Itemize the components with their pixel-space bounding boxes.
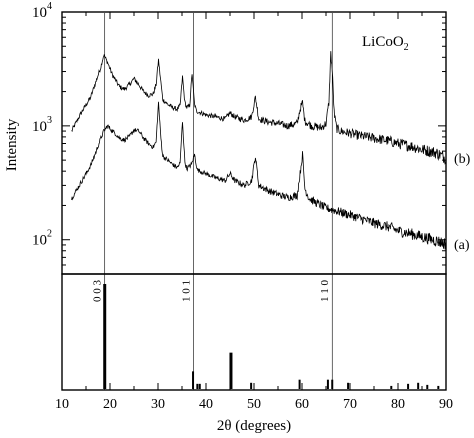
lower-panel-frame	[61, 273, 447, 391]
x-axis-tick-labels: 10 20 30 40 50 60 70 80 90	[55, 397, 453, 412]
annotation-main: LiCoO	[362, 34, 404, 50]
x-tick-label: 30	[151, 397, 165, 412]
series-label: (b)	[454, 152, 471, 167]
reference-lines	[104, 13, 333, 390]
x-tick-label: 50	[247, 397, 261, 412]
y-axis-label: Intensity	[4, 118, 20, 171]
annotation-subscript: 2	[404, 42, 409, 53]
y-tick-label: 104	[32, 1, 52, 21]
series-trace	[71, 51, 447, 165]
x-tick-label: 60	[295, 397, 309, 412]
y-axis-tick-labels: 102 103 104	[32, 1, 52, 249]
x-tick-label: 40	[199, 397, 213, 412]
reference-sticks	[103, 284, 440, 389]
y-axis-ticks	[62, 16, 446, 275]
series-label: (a)	[454, 238, 470, 253]
series-labels: (b) (a)	[454, 152, 471, 253]
x-tick-label: 90	[439, 397, 453, 412]
miller-index-label: 1 1 0	[319, 280, 331, 303]
x-tick-label: 80	[391, 397, 405, 412]
diffraction-traces	[71, 51, 447, 250]
y-tick-label: 102	[32, 229, 52, 249]
miller-index-label: 1 0 1	[181, 280, 193, 302]
x-tick-label: 70	[343, 397, 357, 412]
x-axis-ticks	[61, 12, 447, 390]
miller-index-label: 0 0 3	[92, 280, 104, 303]
series-trace	[71, 101, 447, 250]
upper-panel-frame	[61, 11, 447, 275]
x-axis-label: 2θ (degrees)	[217, 418, 291, 434]
x-tick-label: 10	[55, 397, 69, 412]
y-tick-label: 103	[32, 115, 52, 135]
miller-index-labels: 0 0 3 1 0 1 1 1 0	[92, 280, 332, 303]
x-tick-label: 20	[103, 397, 117, 412]
compound-annotation: LiCoO2	[362, 34, 409, 53]
